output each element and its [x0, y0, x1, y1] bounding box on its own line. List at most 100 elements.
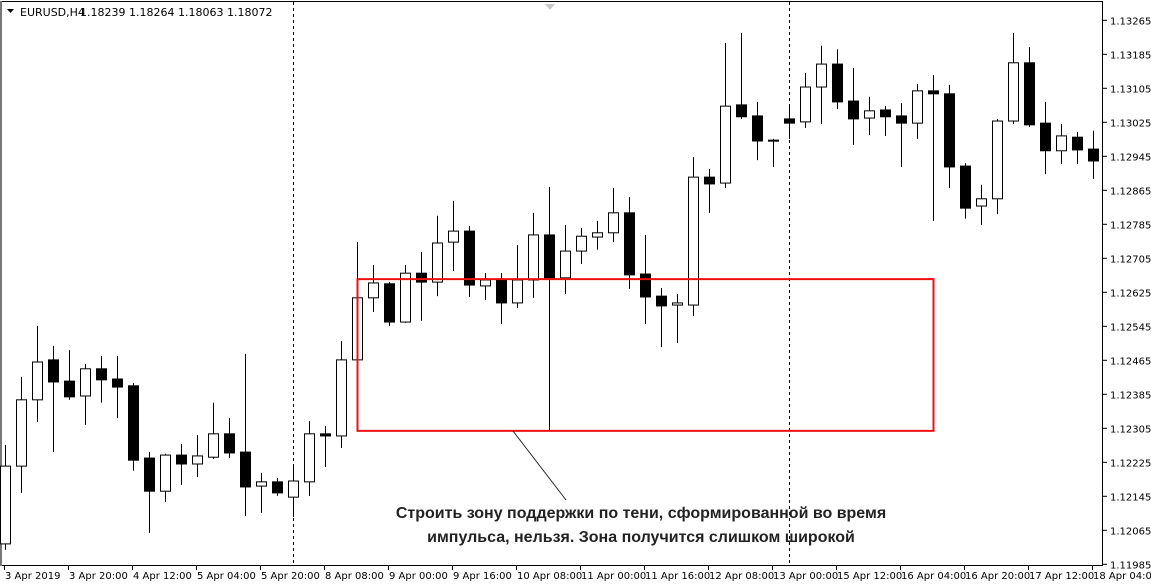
- candle-body-bull: [576, 235, 587, 252]
- candle-body-bull: [512, 279, 523, 304]
- candle-body-bear: [832, 63, 843, 103]
- price-tick-label: 1.12385: [1110, 390, 1151, 401]
- time-tick-label: 16 Apr 04:00: [901, 571, 966, 582]
- candle-body-bear: [768, 139, 779, 142]
- candle: [176, 444, 187, 485]
- time-tick-label: 12 Apr 08:00: [709, 571, 774, 582]
- candle-body-bear: [1024, 62, 1035, 126]
- candle: [160, 453, 171, 502]
- candle: [720, 42, 731, 189]
- candle: [16, 376, 27, 493]
- price-tick-label: 1.13185: [1110, 50, 1151, 61]
- candle: [608, 188, 619, 243]
- support-zone[interactable]: [356, 278, 935, 432]
- symbol-label: EURUSD,H4: [20, 6, 85, 19]
- candle: [256, 472, 267, 513]
- candle: [832, 49, 843, 110]
- candle: [320, 426, 331, 467]
- candle-body-bull: [208, 433, 219, 458]
- time-tick-label: 16 Apr 20:00: [965, 571, 1030, 582]
- candle: [1040, 101, 1051, 175]
- candle: [48, 345, 59, 453]
- candle: [224, 418, 235, 459]
- candle-body-bear: [880, 109, 891, 118]
- candle-body-bear: [48, 359, 59, 383]
- candle: [672, 294, 683, 343]
- candle-body-bull: [80, 368, 91, 397]
- candle: [192, 435, 203, 478]
- candle-body-bear: [224, 433, 235, 454]
- candle: [560, 225, 571, 294]
- candle-body-bear: [64, 380, 75, 398]
- time-tick-label: 5 Apr 20:00: [261, 571, 320, 582]
- candle-body-bear: [624, 212, 635, 276]
- candle-body-bear: [1088, 148, 1099, 162]
- candle-body-bear: [704, 176, 715, 185]
- price-tick-label: 1.12145: [1110, 492, 1151, 503]
- zone-rectangle: [356, 278, 935, 432]
- candle: [64, 350, 75, 400]
- candles: [0, 33, 1099, 550]
- candle: [576, 228, 587, 264]
- candle: [960, 163, 971, 219]
- candle-body-bull: [1056, 135, 1067, 152]
- time-tick-label: 18 Apr 04:00: [1093, 571, 1151, 582]
- time-tick-label: 13 Apr 00:00: [773, 571, 838, 582]
- candle: [784, 104, 795, 139]
- candle-body-bear: [272, 481, 283, 494]
- chart-header: EURUSD,H4 1.18239 1.18264 1.18063 1.1807…: [7, 6, 272, 19]
- candle: [624, 197, 635, 289]
- time-tick-label: 9 Apr 16:00: [453, 571, 512, 582]
- price-tick-label: 1.12945: [1110, 152, 1151, 163]
- candle-body-bear: [464, 230, 475, 286]
- triangle-down-icon[interactable]: [7, 9, 14, 13]
- candle-body-bull: [336, 359, 347, 437]
- candle: [208, 402, 219, 459]
- candle-body-bull: [304, 433, 315, 483]
- candle: [1056, 124, 1067, 164]
- candle-body-bull: [256, 481, 267, 487]
- chart-shift-marker-icon[interactable]: [545, 4, 555, 10]
- candle: [944, 84, 955, 189]
- candle-body-bull: [592, 232, 603, 238]
- time-axis: 3 Apr 2019 3 Apr 20:00 4 Apr 12:00 5 Apr 04…: [4, 566, 1151, 582]
- candle-body-bear: [96, 368, 107, 381]
- candle: [752, 101, 763, 161]
- candle-body-bull: [816, 63, 827, 88]
- candle-body-bear: [896, 115, 907, 124]
- candle: [704, 169, 715, 213]
- time-tick-label: 3 Apr 20:00: [69, 571, 128, 582]
- candle-body-bull: [368, 282, 379, 299]
- candle-body-bear: [784, 118, 795, 124]
- price-tick-label: 1.12785: [1110, 220, 1151, 231]
- candle: [928, 75, 939, 221]
- candle-body-bull: [912, 90, 923, 124]
- candle-body-bear: [656, 295, 667, 307]
- candle: [400, 265, 411, 323]
- price-axis: 1.13265 1.13185 1.13105 1.13025 1.12945 1.128…: [1103, 16, 1151, 571]
- candle: [336, 341, 347, 448]
- candle: [1072, 132, 1083, 164]
- candle-body-bull: [688, 176, 699, 306]
- candle: [96, 356, 107, 403]
- time-tick-label: 11 Apr 16:00: [645, 571, 710, 582]
- candle: [416, 251, 427, 321]
- candle-body-bull: [32, 361, 43, 401]
- candle-body-bull: [864, 110, 875, 119]
- candle-body-bull: [400, 272, 411, 323]
- ohlc-label: 1.18239 1.18264 1.18063 1.18072: [80, 6, 272, 19]
- candle-body-bear: [176, 454, 187, 465]
- candle-body-bear: [752, 115, 763, 142]
- candle: [288, 466, 299, 518]
- annotation-pointer: [512, 430, 567, 501]
- candle: [432, 215, 443, 297]
- candle-body-bear: [128, 385, 139, 461]
- candle: [144, 452, 155, 533]
- time-tick-label: 3 Apr 2019: [5, 571, 60, 582]
- candle: [464, 226, 475, 297]
- candle: [448, 200, 459, 272]
- candle-body-bull: [992, 120, 1003, 200]
- candle-body-bear: [928, 90, 939, 95]
